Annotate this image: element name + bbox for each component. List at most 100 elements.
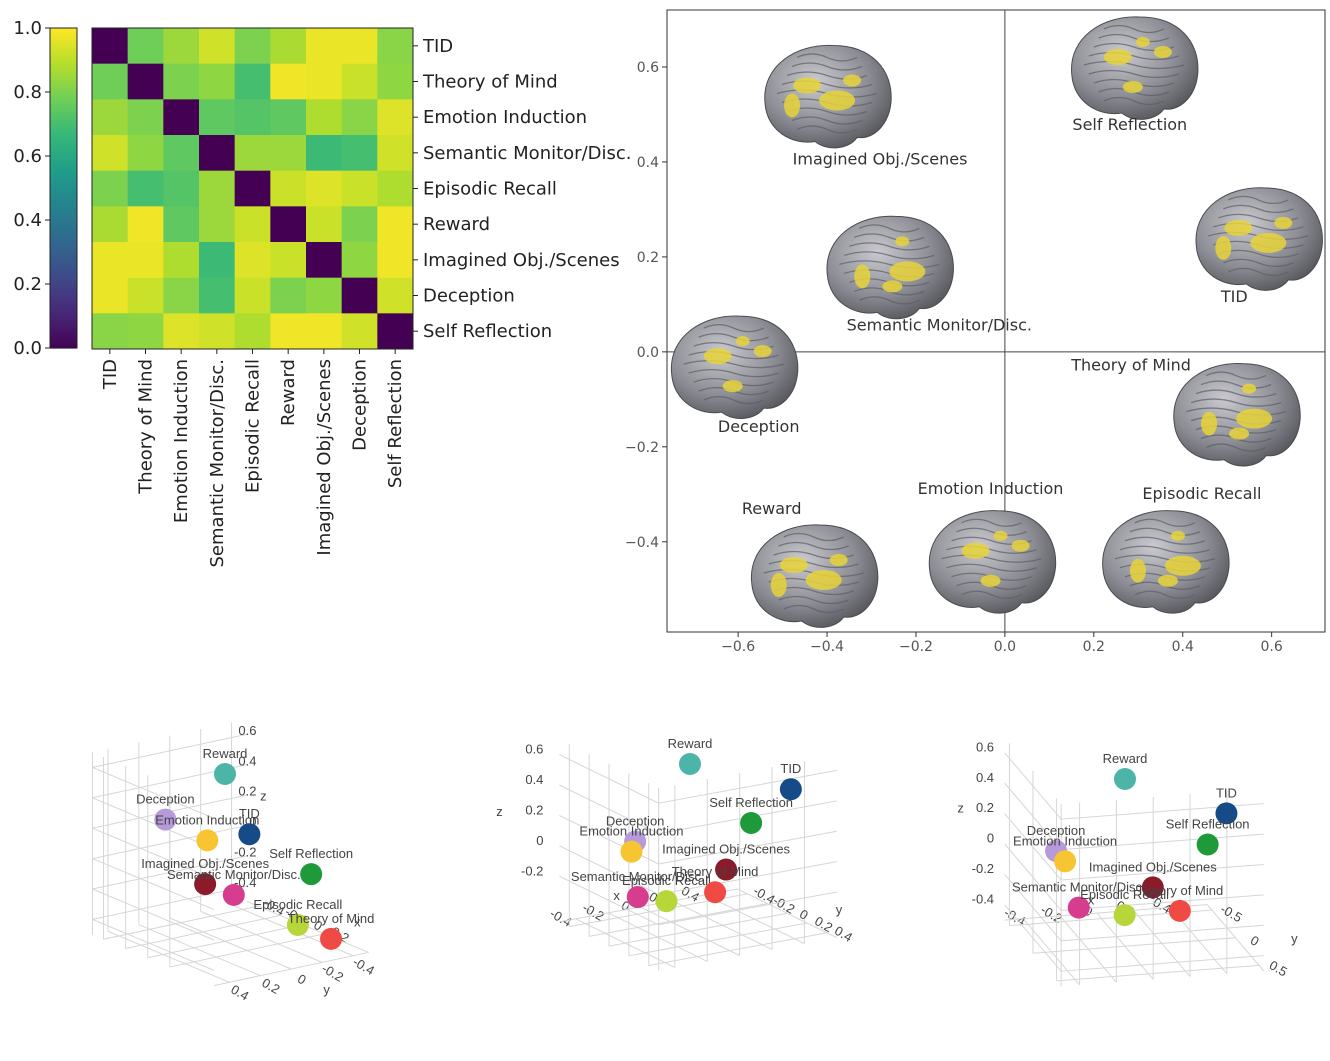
heatmap-cell	[270, 99, 307, 136]
colorbar-segment	[50, 324, 77, 329]
brain-fold	[1205, 371, 1267, 380]
y-tick-label: 0.4	[832, 923, 855, 945]
brain-fold	[1223, 204, 1294, 214]
heatmap-cell	[234, 277, 271, 314]
heatmap-cell	[234, 135, 271, 172]
point	[320, 927, 343, 950]
brain-fold	[941, 554, 1042, 563]
heatmap-cell	[127, 63, 164, 100]
brain-fold	[1088, 69, 1180, 79]
colorbar-segment	[50, 320, 77, 325]
colorbar-segment	[50, 72, 77, 77]
y-axis-title: y	[323, 982, 330, 997]
point	[1113, 904, 1136, 927]
heatmap-cell	[341, 313, 378, 350]
activation-blob	[1236, 408, 1273, 429]
colorbar-segment	[50, 344, 77, 349]
point-label: Reward	[1103, 751, 1148, 766]
z-axis-title: z	[496, 804, 503, 819]
grid-line	[1061, 924, 1264, 942]
point-label: Imagined Obj./Scenes	[1089, 859, 1217, 874]
heatmap-cell	[127, 242, 164, 279]
heatmap-cell	[306, 242, 343, 279]
row-label: Emotion Induction	[423, 107, 587, 128]
brain-fold	[1103, 96, 1165, 106]
heatmap-cell	[163, 277, 200, 314]
point-label: Semantic Monitor/Disc.	[1012, 880, 1146, 895]
heatmap-cell	[127, 170, 164, 207]
colorbar-segment	[50, 80, 77, 85]
colorbar-segment	[50, 96, 77, 101]
row-label: Theory of Mind	[422, 72, 558, 93]
heatmap-cell	[92, 63, 129, 100]
colorbar-segment	[50, 308, 77, 313]
z-tick-label: 0	[536, 833, 543, 848]
point-label: Episodic Recall	[253, 897, 342, 912]
colorbar-tick-label: 0.4	[13, 210, 42, 231]
heatmap-cell	[163, 135, 200, 172]
colorbar-segment	[50, 88, 77, 93]
y-tick-label: 0	[295, 971, 309, 988]
activation-blob	[1229, 427, 1250, 440]
grid-line	[92, 797, 215, 850]
colorbar-segment	[50, 220, 77, 225]
brain-label: Reward	[742, 499, 802, 518]
grid-line	[628, 922, 808, 957]
colorbar-tick-label: 0.0	[13, 338, 42, 359]
point	[704, 881, 727, 904]
heatmap-cell	[341, 63, 378, 100]
column-label: Reward	[278, 359, 299, 426]
grid-line	[92, 858, 215, 911]
grid-line	[92, 918, 215, 971]
colorbar-segment	[50, 200, 77, 205]
colorbar-segment	[50, 56, 77, 61]
y-tick-label: -0.4	[350, 954, 377, 978]
y-tick-label: 0.4	[637, 155, 659, 171]
activation-blob	[1122, 80, 1143, 93]
colorbar-segment	[50, 192, 77, 197]
y-axis-title: y	[1291, 931, 1298, 946]
grid-line	[1032, 937, 1236, 954]
brain-shape	[671, 315, 799, 419]
column-label: Episodic Recall	[243, 359, 264, 493]
heatmap-cell	[199, 242, 236, 279]
row-label: Semantic Monitor/Disc.	[423, 143, 632, 164]
point	[214, 763, 236, 785]
grid-line	[658, 769, 837, 804]
brain-fold	[688, 368, 779, 378]
brain-fold	[1223, 258, 1294, 268]
point-label: Self Reflection	[709, 795, 793, 810]
activation-blob	[1011, 539, 1030, 552]
colorbar-segment	[50, 288, 77, 293]
grid-line	[559, 754, 659, 804]
y-tick-label: −0.4	[625, 535, 659, 551]
colorbar-segment	[50, 148, 77, 153]
activation-blob	[1242, 383, 1257, 394]
colorbar-segment	[50, 136, 77, 141]
colorbar-segment	[50, 152, 77, 157]
brain-image	[764, 44, 892, 149]
point	[620, 840, 643, 863]
activation-blob	[753, 345, 772, 358]
heatmap-cell	[270, 242, 307, 279]
colorbar-segment	[50, 328, 77, 333]
colorbar-segment	[50, 160, 77, 165]
z-tick-label: 0.4	[238, 753, 256, 768]
heatmap-cell	[92, 99, 129, 136]
grid-line	[169, 917, 292, 970]
activation-blob	[1201, 411, 1218, 436]
brain-fold	[703, 395, 764, 405]
brain-fold	[1228, 195, 1289, 205]
x-tick-label: 0.4	[1172, 639, 1194, 655]
brain-image	[751, 524, 879, 628]
scatter3d-panel: -0.4-0.200.2-0.4-0.200.20.4-0.4-0.200.20…	[91, 722, 377, 1004]
heatmap-cell	[199, 99, 236, 136]
heatmap-cell	[377, 99, 414, 136]
brain-fold	[854, 233, 925, 242]
z-tick-label: -0.4	[972, 891, 994, 906]
colorbar-segment	[50, 276, 77, 281]
heatmap-cell	[92, 170, 129, 207]
z-tick-label: 0.2	[525, 803, 543, 818]
z-tick-label: 0	[249, 814, 256, 829]
